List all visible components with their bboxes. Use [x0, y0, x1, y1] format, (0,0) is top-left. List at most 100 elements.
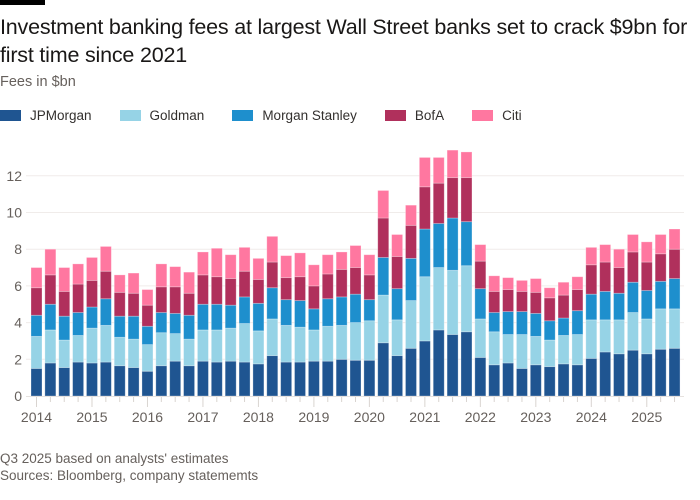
bar-segment-jpmorgan [72, 361, 85, 397]
bar-segment-morgan-stanley [446, 217, 459, 271]
bar-segment-jpmorgan [488, 364, 501, 397]
bar-segment-bofa [405, 224, 417, 259]
legend-item-goldman: Goldman [119, 108, 204, 123]
bar-segment-jpmorgan [141, 370, 154, 397]
bar-segment-bofa [391, 256, 404, 290]
bar-segment-jpmorgan [474, 357, 487, 397]
bar-stack [30, 267, 43, 397]
bar-segment-goldman [99, 324, 112, 363]
chart-title: Investment banking fees at largest Wall … [0, 15, 688, 67]
bar-segment-bofa [502, 289, 514, 312]
legend-item-bofa: BofA [384, 107, 445, 123]
bar-stack [113, 274, 126, 397]
bar-segment-bofa [335, 268, 348, 298]
brand-bar [0, 0, 45, 5]
bar-segment-goldman [335, 324, 348, 360]
bar-stack [668, 228, 681, 397]
bar-segment-bofa [197, 274, 209, 305]
bar-segment-citi [294, 252, 306, 278]
bar-segment-goldman [627, 312, 639, 351]
y-tick-label: 6 [14, 278, 22, 294]
x-tick-label: 2019 [298, 409, 329, 425]
bar-segment-morgan-stanley [349, 293, 362, 324]
bar-segment-jpmorgan [44, 362, 57, 397]
bar-segment-goldman [183, 338, 195, 367]
bar-segment-morgan-stanley [307, 308, 320, 331]
bar-segment-bofa [127, 292, 140, 317]
bar-segment-jpmorgan [280, 361, 293, 397]
bar-segment-citi [335, 251, 348, 270]
bar-segment-bofa [543, 297, 556, 322]
bar-segment-jpmorgan [155, 365, 168, 397]
bar-segment-citi [446, 150, 459, 179]
bar-stack [543, 287, 556, 397]
bar-segment-jpmorgan [599, 351, 612, 397]
legend-swatch-citi [472, 109, 494, 121]
x-tick-label: 2015 [76, 409, 107, 425]
bar-segment-goldman [571, 334, 584, 366]
bar-segment-bofa [516, 291, 528, 313]
y-tick-label: 10 [6, 205, 22, 221]
bar-segment-goldman [141, 344, 154, 372]
bar-segment-morgan-stanley [585, 293, 598, 321]
bar-segment-jpmorgan [502, 362, 514, 397]
bar-segment-bofa [86, 279, 98, 308]
bar-segment-goldman [44, 329, 57, 364]
legend-label: Morgan Stanley [262, 107, 357, 123]
bar-segment-morgan-stanley [640, 290, 653, 320]
bar-stack [86, 257, 98, 397]
bar-segment-citi [502, 277, 514, 290]
bar-segment-citi [599, 244, 612, 263]
bar-segment-goldman [294, 326, 306, 363]
bar-segment-citi [86, 257, 98, 281]
bar-stack [238, 246, 251, 397]
x-tick-label: 2021 [409, 409, 440, 425]
bar-segment-bofa [349, 267, 362, 295]
bar-segment-bofa [640, 261, 653, 291]
bar-segment-jpmorgan [252, 363, 265, 397]
legend-label: BofA [414, 107, 445, 123]
bar-segment-citi [210, 247, 223, 278]
bar-segment-morgan-stanley [668, 278, 681, 310]
bar-segment-goldman [432, 267, 445, 331]
bar-segment-citi [30, 267, 43, 289]
bar-segment-goldman [446, 269, 459, 335]
bar-segment-citi [266, 235, 279, 263]
bar-segment-jpmorgan [30, 368, 43, 397]
bar-segment-bofa [460, 177, 473, 223]
bar-segment-citi [141, 289, 154, 306]
bar-segment-citi [391, 234, 404, 257]
bar-segment-citi [474, 244, 487, 262]
bar-stack [557, 281, 570, 397]
bar-segment-jpmorgan [432, 329, 445, 397]
bar-segment-goldman [377, 294, 390, 344]
bar-segment-morgan-stanley [363, 299, 376, 322]
bar-segment-jpmorgan [58, 367, 71, 397]
bar-segment-jpmorgan [210, 361, 223, 397]
bar-stack [266, 235, 279, 397]
bar-segment-goldman [238, 323, 251, 363]
bar-segment-goldman [488, 331, 501, 366]
bar-segment-bofa [363, 274, 376, 301]
legend-swatch-goldman [119, 109, 141, 121]
bar-segment-citi [432, 157, 445, 184]
bar-segment-morgan-stanley [405, 257, 417, 301]
bar-stack [488, 275, 501, 397]
bar-segment-bofa [627, 251, 639, 283]
bar-segment-morgan-stanley [502, 311, 514, 335]
bar-segment-goldman [266, 318, 279, 357]
bar-segment-citi [224, 254, 237, 279]
bar-segment-jpmorgan [99, 361, 112, 397]
bar-segment-bofa [155, 286, 168, 313]
y-tick-label: 12 [6, 168, 22, 184]
bar-segment-morgan-stanley [543, 320, 556, 341]
bar-stack [294, 252, 306, 397]
bar-segment-goldman [543, 339, 556, 368]
y-tick-label: 2 [14, 351, 22, 367]
bar-segment-morgan-stanley [418, 228, 431, 278]
bar-segment-goldman [363, 320, 376, 361]
bar-segment-citi [58, 267, 71, 292]
bar-segment-goldman [321, 325, 334, 362]
bar-segment-citi [99, 246, 112, 272]
bar-segment-jpmorgan [197, 360, 209, 397]
